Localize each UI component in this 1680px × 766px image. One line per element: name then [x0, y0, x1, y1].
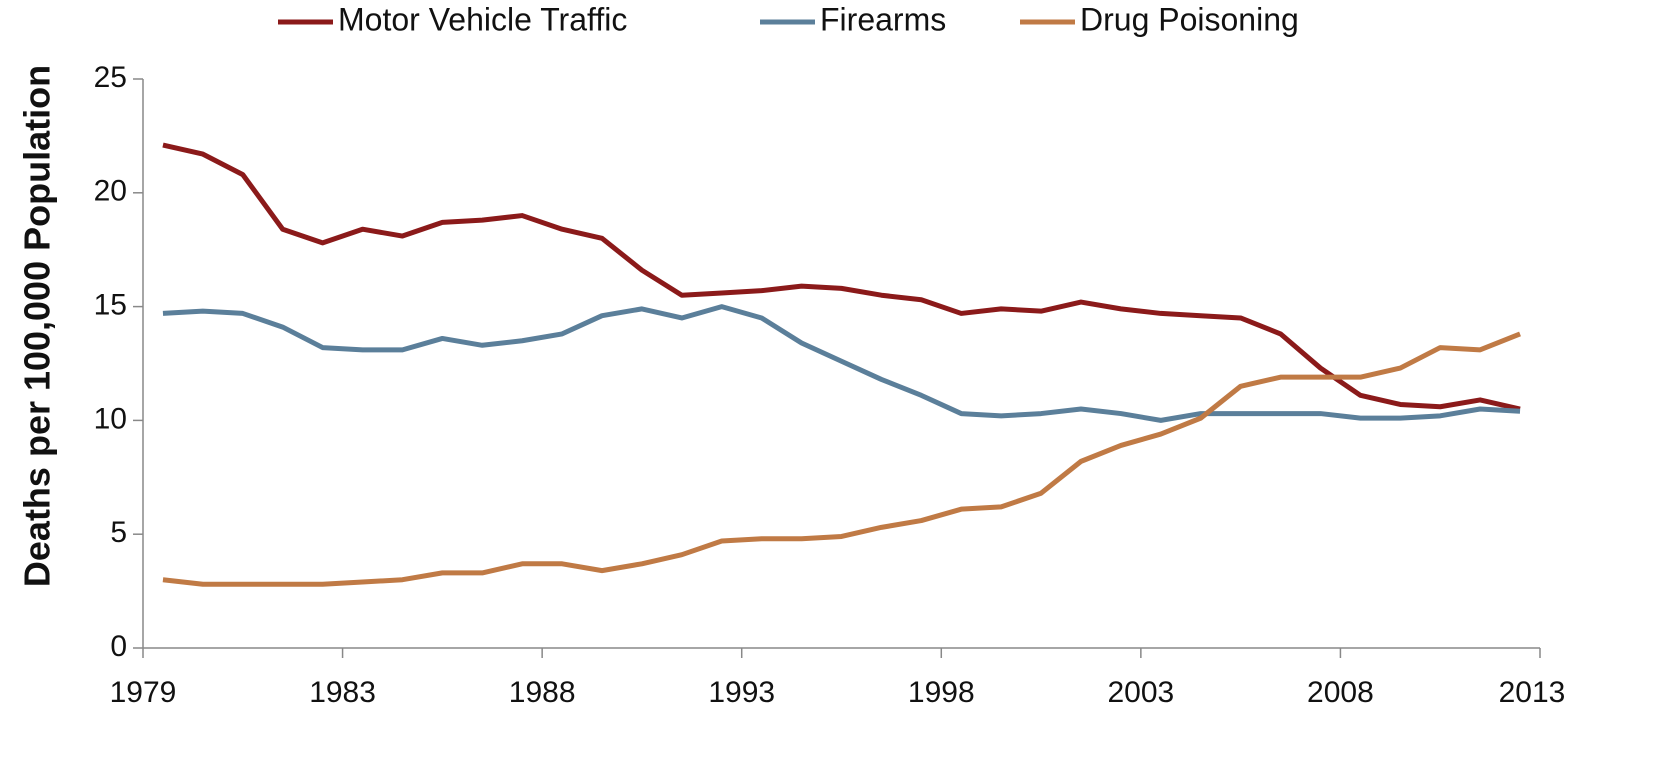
- x-tick-label: 1998: [908, 676, 975, 709]
- y-tick-label: 15: [94, 289, 127, 322]
- series-line: [162, 331, 1521, 587]
- x-tick-label: 2008: [1307, 676, 1374, 709]
- series-line: [162, 304, 1521, 423]
- y-tick-label: 5: [110, 516, 127, 549]
- series-line: [162, 142, 1521, 412]
- y-tick-label: 25: [94, 61, 127, 94]
- x-tick-label: 1988: [509, 676, 576, 709]
- x-tick-label: 2003: [1107, 676, 1174, 709]
- x-tick-label: 1979: [110, 676, 177, 709]
- y-tick-label: 20: [94, 175, 127, 208]
- x-tick-label: 2013: [1499, 676, 1566, 709]
- y-tick-label: 10: [94, 402, 127, 435]
- x-tick-label: 1993: [708, 676, 775, 709]
- y-tick-label: 0: [110, 630, 127, 663]
- legend-label: Firearms: [820, 1, 946, 37]
- legend-label: Motor Vehicle Traffic: [338, 1, 627, 37]
- x-tick-label: 1983: [309, 676, 376, 709]
- y-axis-label: Deaths per 100,000 Population: [17, 65, 58, 587]
- legend-label: Drug Poisoning: [1080, 1, 1299, 37]
